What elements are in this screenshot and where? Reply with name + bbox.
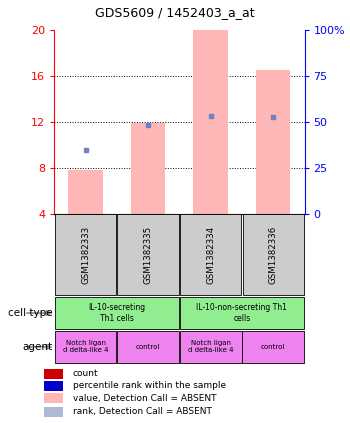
Bar (44, 381, 63, 391)
Text: IL-10-non-secreting Th1
cells: IL-10-non-secreting Th1 cells (196, 303, 287, 323)
Text: count: count (73, 369, 98, 378)
Bar (180, 331, 242, 363)
Bar (44, 407, 63, 417)
Text: control: control (261, 344, 285, 350)
Text: GSM1382334: GSM1382334 (206, 226, 215, 284)
Text: IL-10-secreting
Th1 cells: IL-10-secreting Th1 cells (88, 303, 145, 323)
Bar (44, 393, 63, 404)
Bar (242, 331, 304, 363)
Bar (68, 170, 103, 214)
Text: cell type: cell type (8, 308, 52, 318)
Text: value, Detection Call = ABSENT: value, Detection Call = ABSENT (73, 394, 216, 403)
Text: percentile rank within the sample: percentile rank within the sample (73, 381, 226, 390)
Bar (118, 214, 179, 295)
Text: GSM1382333: GSM1382333 (81, 226, 90, 284)
Bar (180, 214, 241, 295)
Text: GDS5609 / 1452403_a_at: GDS5609 / 1452403_a_at (95, 6, 255, 19)
Text: rank, Detection Call = ABSENT: rank, Detection Call = ABSENT (73, 407, 212, 416)
Bar (117, 331, 179, 363)
Bar (243, 214, 304, 295)
Text: Notch ligan
d delta-like 4: Notch ligan d delta-like 4 (63, 341, 108, 353)
Bar (55, 214, 116, 295)
Text: GSM1382336: GSM1382336 (269, 226, 278, 284)
Bar (256, 70, 290, 214)
Bar (55, 297, 179, 329)
Bar (131, 123, 165, 214)
Text: agent: agent (22, 342, 52, 352)
Bar (194, 30, 228, 214)
Text: Notch ligan
d delta-like 4: Notch ligan d delta-like 4 (188, 341, 233, 353)
Bar (180, 297, 304, 329)
Bar (55, 331, 117, 363)
Text: GSM1382335: GSM1382335 (144, 226, 153, 284)
Text: control: control (136, 344, 160, 350)
Bar (44, 369, 63, 379)
